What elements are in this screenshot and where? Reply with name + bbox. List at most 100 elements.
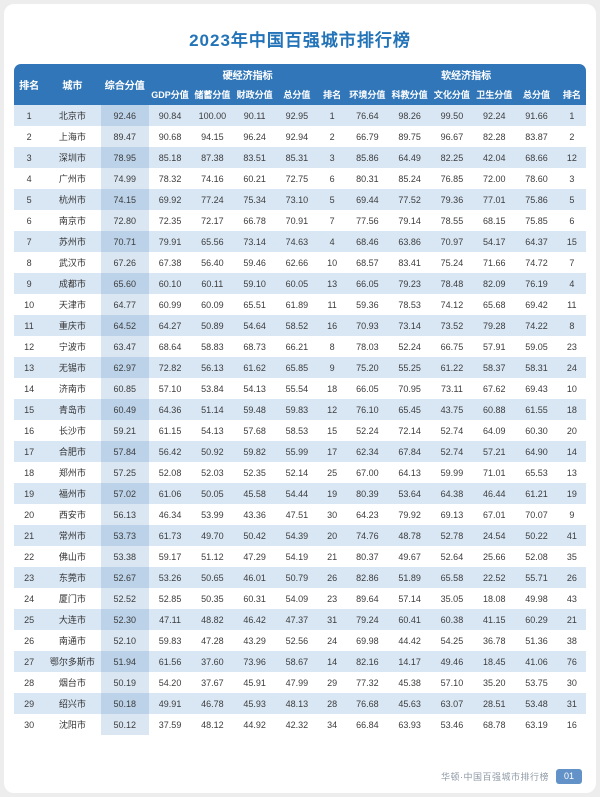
score-cell: 82.86 xyxy=(356,572,379,583)
score-cell: 74.63 xyxy=(285,236,309,247)
composite-score-cell: 72.80 xyxy=(100,210,149,231)
col-header-savings-score: 储蓄分值 xyxy=(191,84,234,105)
score-cell: 50.35 xyxy=(201,593,224,604)
score-cell: 53.75 xyxy=(525,677,548,688)
score-cell: 47.99 xyxy=(285,677,309,688)
header-group-row: 排名 城市 综合分值 硬经济指标 软经济指标 xyxy=(14,64,586,105)
score-cell: 65.68 xyxy=(482,299,506,310)
hard-rank-cell: 30 xyxy=(327,509,338,520)
table-row: 27 鄂尔多斯市 51.94 61.56 37.60 73.96 58.67 14 82.16 1… xyxy=(14,651,586,672)
score-cell: 92.94 xyxy=(285,131,309,142)
score-cell: 78.03 xyxy=(356,341,379,352)
score-cell: 57.10 xyxy=(158,383,182,394)
score-cell: 78.55 xyxy=(440,215,464,226)
table-row: 19 福州市 57.02 61.06 50.05 45.58 54.44 19 80.39 53.… xyxy=(14,483,586,504)
table-body: 1 北京市 92.46 90.84 100.00 90.11 92.95 1 76.64 98.2… xyxy=(14,105,586,735)
ranking-table: 排名 城市 综合分值 硬经济指标 软经济指标 GDP分值 储蓄分值 财政分值 总… xyxy=(14,64,586,735)
score-cell: 59.17 xyxy=(158,551,182,562)
score-cell: 63.86 xyxy=(398,236,421,247)
score-cell: 59.83 xyxy=(158,635,182,646)
score-cell: 46.44 xyxy=(482,488,506,499)
score-cell: 75.24 xyxy=(440,257,464,268)
score-cell: 59.83 xyxy=(285,404,309,415)
composite-score-cell: 64.77 xyxy=(100,294,149,315)
col-header-composite: 综合分值 xyxy=(100,64,149,105)
score-cell: 75.20 xyxy=(356,362,379,373)
score-cell: 74.16 xyxy=(201,173,224,184)
score-cell: 65.56 xyxy=(201,236,224,247)
score-cell: 69.43 xyxy=(525,383,548,394)
score-cell: 35.05 xyxy=(440,593,464,604)
score-cell: 51.89 xyxy=(398,572,421,583)
score-cell: 99.50 xyxy=(440,110,464,121)
soft-rank-cell: 76 xyxy=(566,656,577,667)
score-cell: 55.71 xyxy=(525,572,548,583)
col-header-culture-score: 文化分值 xyxy=(430,84,474,105)
score-cell: 57.91 xyxy=(482,341,506,352)
table-row: 23 东莞市 52.67 53.26 50.65 46.01 50.79 26 82.86 51.… xyxy=(14,567,586,588)
score-cell: 73.10 xyxy=(285,194,309,205)
score-cell: 82.28 xyxy=(482,131,506,142)
composite-score-cell: 70.71 xyxy=(100,231,149,252)
score-cell: 89.64 xyxy=(356,593,379,604)
score-cell: 69.13 xyxy=(440,509,464,520)
table-row: 2 上海市 89.47 90.68 94.15 96.24 92.94 2 66.79 89.75… xyxy=(14,126,586,147)
soft-rank-cell: 35 xyxy=(566,551,577,562)
col-header-environment-score: 环境分值 xyxy=(346,84,389,105)
score-cell: 14.17 xyxy=(398,656,421,667)
score-cell: 67.00 xyxy=(356,467,379,478)
table-row: 20 西安市 56.13 46.34 53.99 43.36 47.51 30 64.23 79.… xyxy=(14,504,586,525)
score-cell: 68.78 xyxy=(482,719,506,730)
ranking-table-wrap: 排名 城市 综合分值 硬经济指标 软经济指标 GDP分值 储蓄分值 财政分值 总… xyxy=(14,64,586,735)
score-cell: 60.09 xyxy=(201,299,224,310)
table-row: 18 郑州市 57.25 52.08 52.03 52.35 52.14 25 67.00 64.… xyxy=(14,462,586,483)
score-cell: 48.78 xyxy=(398,530,421,541)
score-cell: 68.66 xyxy=(525,152,548,163)
score-cell: 94.15 xyxy=(201,131,224,142)
score-cell: 73.96 xyxy=(243,656,266,667)
score-cell: 58.52 xyxy=(285,320,309,331)
soft-rank-cell: 11 xyxy=(567,299,577,310)
score-cell: 28.51 xyxy=(482,698,506,709)
table-row: 22 佛山市 53.38 59.17 51.12 47.29 54.19 21 80.37 49.… xyxy=(14,546,586,567)
score-cell: 90.84 xyxy=(158,110,182,121)
col-header-fiscal-score: 财政分值 xyxy=(233,84,276,105)
score-cell: 60.99 xyxy=(158,299,182,310)
rank-cell: 14 xyxy=(24,383,35,394)
col-group-soft-economy: 软经济指标 xyxy=(346,64,586,84)
soft-rank-cell: 23 xyxy=(566,341,577,352)
composite-score-cell: 50.12 xyxy=(100,714,149,735)
score-cell: 44.42 xyxy=(398,635,421,646)
hard-rank-cell: 10 xyxy=(327,257,338,268)
score-cell: 61.56 xyxy=(158,656,182,667)
score-cell: 58.31 xyxy=(525,362,548,373)
score-cell: 66.79 xyxy=(356,131,379,142)
score-cell: 52.85 xyxy=(158,593,182,604)
score-cell: 57.21 xyxy=(482,446,506,457)
city-cell: 无锡市 xyxy=(58,363,86,373)
score-cell: 78.53 xyxy=(398,299,421,310)
soft-rank-cell: 18 xyxy=(566,404,577,415)
score-cell: 82.16 xyxy=(356,656,379,667)
score-cell: 71.01 xyxy=(482,467,506,478)
table-row: 13 无锡市 62.97 72.82 56.13 61.62 65.85 9 75.20 55.2… xyxy=(14,357,586,378)
score-cell: 71.66 xyxy=(482,257,506,268)
score-cell: 75.86 xyxy=(525,194,548,205)
score-cell: 66.21 xyxy=(285,341,309,352)
hard-rank-cell: 11 xyxy=(327,299,337,310)
score-cell: 67.01 xyxy=(482,509,506,520)
city-cell: 北京市 xyxy=(58,111,86,121)
hard-rank-cell: 28 xyxy=(327,698,338,709)
soft-rank-cell: 10 xyxy=(566,383,577,394)
city-cell: 重庆市 xyxy=(58,321,86,331)
table-header: 排名 城市 综合分值 硬经济指标 软经济指标 GDP分值 储蓄分值 财政分值 总… xyxy=(14,64,586,105)
page-footer: 华顿·中国百强城市排行榜 01 xyxy=(441,769,582,784)
score-cell: 64.36 xyxy=(158,404,182,415)
score-cell: 77.56 xyxy=(356,215,379,226)
score-cell: 61.15 xyxy=(158,425,182,436)
score-cell: 90.68 xyxy=(158,131,182,142)
soft-rank-cell: 31 xyxy=(566,698,577,709)
city-cell: 大连市 xyxy=(58,615,86,625)
rank-cell: 18 xyxy=(24,467,35,478)
score-cell: 65.53 xyxy=(525,467,548,478)
